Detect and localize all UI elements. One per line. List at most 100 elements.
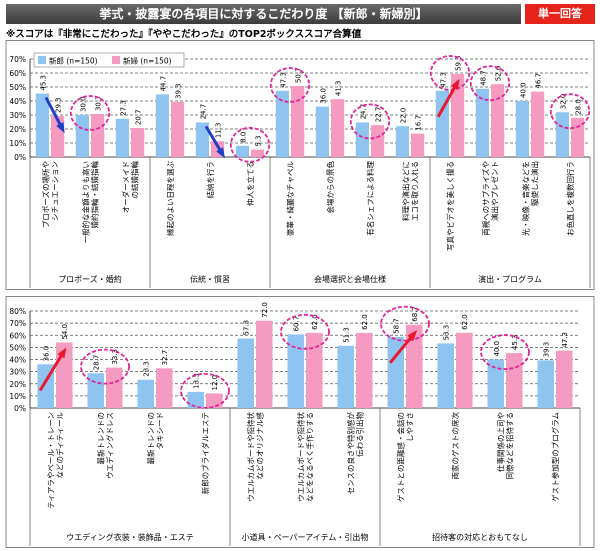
x-tick-label: 両親へのサプライズや: [481, 161, 491, 236]
data-label: 13.3: [193, 373, 201, 389]
x-tick-label: 料理や演出などに: [401, 161, 411, 221]
x-tick-label: 一般的な金額よりも高い: [81, 161, 91, 243]
data-label: 45.3: [511, 334, 519, 350]
y-tick-label: 20%: [9, 125, 26, 134]
data-label: 32.0: [559, 94, 567, 110]
y-tick-label: 30%: [9, 111, 26, 120]
x-tick-label: 豪華・綺麗なチャペル: [285, 161, 295, 236]
group-label: 小道具・ペーパーアイテム・引出物: [242, 532, 369, 542]
y-tick-label: 70%: [9, 55, 26, 64]
data-label: 33.3: [111, 349, 119, 365]
bar-groom: [555, 112, 569, 157]
data-label: 24.7: [199, 104, 207, 120]
data-label: 41.3: [335, 81, 343, 97]
data-label: 5.3: [255, 135, 263, 146]
data-label: 50.7: [295, 67, 303, 83]
arrow-head: [216, 147, 225, 159]
data-label: 68.7: [411, 306, 419, 322]
x-tick-label: 光・映像・音楽などを: [521, 161, 531, 236]
data-label: 32.7: [161, 350, 169, 366]
arrow-down: [204, 125, 224, 154]
chart-top: 0% 10% 20% 30% 40% 50% 60% 70% 45.3 30.0 27.3 44.7 2…: [5, 40, 595, 290]
bar-groom: [87, 373, 104, 408]
data-label: 30.7: [95, 95, 103, 111]
x-tick-label: 仲人を立てる: [245, 161, 255, 206]
x-tick-label: 有名シェフによる料理: [365, 161, 375, 236]
x-tick-label: 婚約指輪・結婚指輪: [90, 161, 100, 229]
arrow-head: [407, 330, 418, 341]
x-tick-label: シチュエーション: [51, 161, 60, 221]
x-tick-label: 新郎のブライダルエステ: [200, 412, 210, 494]
y-tick-label: 10%: [9, 139, 26, 148]
bar-groom: [475, 88, 489, 157]
highlight-circle: [180, 372, 230, 409]
y-tick-label: 80%: [9, 307, 26, 316]
x-tick-label: 駆使した演出: [530, 161, 540, 206]
data-label: 28.0: [575, 99, 583, 115]
x-tick-label: プロポーズの場所や: [41, 161, 51, 228]
data-label: 72.0: [261, 302, 269, 318]
data-label: 40.0: [493, 341, 501, 357]
bar-bride: [371, 125, 385, 157]
bar-groom: [537, 360, 554, 408]
bar-groom: [487, 359, 504, 408]
bar-bride: [571, 117, 585, 157]
bar-bride: [491, 84, 505, 157]
bar-groom: [115, 118, 129, 157]
data-label: 53.3: [443, 325, 451, 341]
data-label: 44.7: [159, 76, 167, 92]
group-label: ウエディング衣装・装飾品・エステ: [66, 532, 193, 542]
x-tick-label: ウエルカムボードや招待状: [246, 412, 256, 502]
bar-groom: [515, 101, 529, 157]
bar-bride: [91, 114, 105, 157]
data-label: 45.3: [39, 75, 47, 91]
x-tick-label: ウエルカムボードや招待状: [296, 412, 306, 502]
highlight-circle: [469, 65, 511, 102]
data-label: 47.3: [439, 72, 447, 88]
highlight-circle: [380, 305, 430, 342]
y-tick-label: 50%: [9, 83, 26, 92]
bar-bride: [356, 332, 373, 408]
arrow-head: [450, 78, 460, 90]
chart-frame: [5, 40, 595, 290]
data-label: 62.0: [361, 314, 369, 330]
x-tick-label: ウエディングドレス: [105, 412, 115, 479]
legend-label-bride: 新婦 (n=150): [123, 56, 172, 66]
data-label: 54.0: [61, 324, 69, 340]
data-label: 48.7: [479, 70, 487, 86]
data-label: 20.7: [135, 109, 143, 125]
bar-bride: [256, 320, 273, 408]
x-tick-label: ゲストとの距離感・会話の: [396, 412, 406, 502]
x-tick-label: 写真やビデオを美しく撮る: [445, 161, 455, 251]
data-label: 36.0: [43, 346, 51, 362]
group-label: プロポーズ・婚約: [58, 274, 122, 284]
y-tick-label: 50%: [9, 343, 26, 352]
x-tick-label: 会場からの景色: [325, 161, 335, 214]
group-label: 会場選択と会場仕様: [314, 274, 386, 284]
data-label: 12.0: [211, 375, 219, 391]
data-label: 51.3: [343, 327, 351, 343]
data-label: 27.3: [119, 100, 127, 116]
x-tick-label: 同僚などを招待する: [505, 412, 515, 480]
data-label: 36.0: [319, 88, 327, 104]
data-label: 23.3: [143, 361, 151, 377]
y-tick-label: 40%: [9, 356, 26, 365]
bar-groom: [387, 336, 404, 408]
x-tick-label: タキシード: [156, 412, 165, 450]
data-label: 47.3: [279, 72, 287, 88]
legend-label-groom: 新郎 (n=150): [49, 56, 98, 66]
answer-type-badge: 単一回答: [525, 4, 595, 24]
bar-bride: [291, 86, 305, 157]
data-label: 11.3: [215, 123, 223, 139]
data-label: 8.0: [239, 132, 247, 143]
x-tick-label: 縁起のよい日程を選ぶ: [165, 161, 175, 236]
bar-bride: [251, 149, 265, 157]
x-tick-label: ゲスト参加型のプログラム: [550, 412, 560, 502]
data-label: 62.0: [461, 314, 469, 330]
bar-bride: [306, 332, 323, 408]
y-tick-label: 70%: [9, 319, 26, 328]
bar-groom: [235, 145, 249, 157]
bar-bride: [531, 91, 545, 157]
x-tick-label: 両家のゲストの席次: [450, 412, 460, 480]
y-tick-label: 10%: [9, 392, 26, 401]
